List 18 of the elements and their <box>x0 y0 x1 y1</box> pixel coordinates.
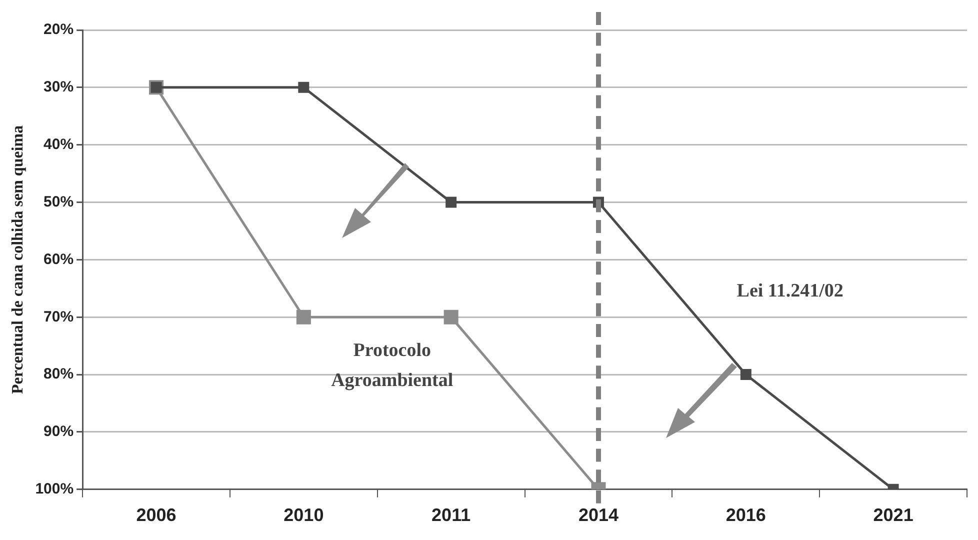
annotation: Protocolo Agroambiental <box>331 340 454 392</box>
x-tick-label: 2021 <box>873 505 914 526</box>
y-axis-title: Percentual de cana colhida sem queima <box>10 125 27 394</box>
y-tick-label: 40% <box>44 136 74 153</box>
y-tick-label: 50% <box>44 193 74 210</box>
y-tick-label: 70% <box>44 308 74 326</box>
x-tick-label: 2016 <box>726 505 766 526</box>
x-tick-label: 2006 <box>136 505 176 526</box>
x-tick-label: 2014 <box>578 505 619 526</box>
y-tick-label: 80% <box>44 366 74 383</box>
y-tick-label: 90% <box>44 423 74 440</box>
x-tick-label: 2011 <box>432 505 471 526</box>
x-tick-label: 2010 <box>284 505 324 526</box>
y-tick-label: 30% <box>44 78 74 96</box>
y-tick-label: 60% <box>44 250 74 268</box>
y-tick-label: 20% <box>44 21 74 38</box>
y-tick-label: 100% <box>35 480 74 498</box>
annotation: Lei 11.241/02 <box>736 280 844 302</box>
